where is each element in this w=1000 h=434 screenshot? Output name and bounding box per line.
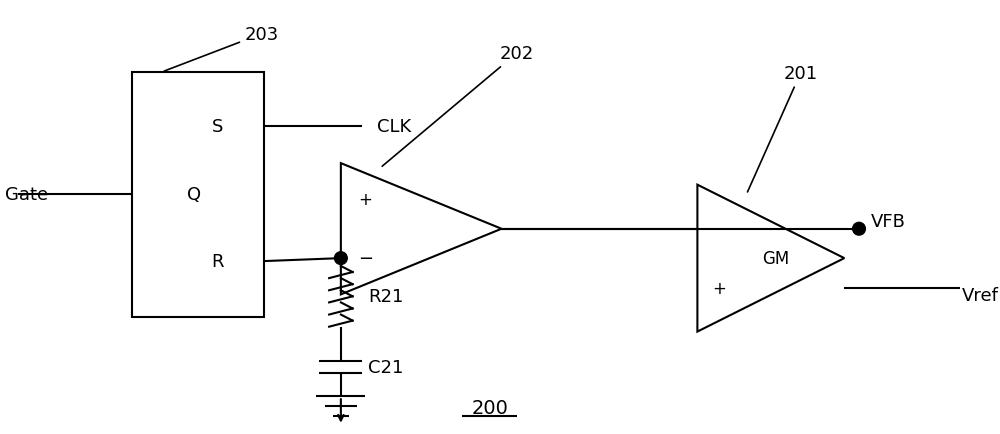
Text: 200: 200 (471, 398, 508, 418)
FancyBboxPatch shape (132, 73, 264, 317)
Text: −: − (358, 250, 373, 267)
Text: −: − (711, 220, 727, 238)
Text: 202: 202 (382, 45, 534, 167)
Text: R: R (211, 253, 224, 270)
Circle shape (853, 223, 865, 236)
Text: C21: C21 (368, 358, 404, 376)
Text: Q: Q (187, 186, 201, 204)
Text: Gate: Gate (5, 186, 48, 204)
Text: R21: R21 (368, 288, 404, 306)
Text: VFB: VFB (871, 212, 906, 230)
Text: +: + (712, 279, 726, 297)
Circle shape (334, 252, 347, 265)
Text: 203: 203 (164, 26, 279, 72)
Text: CLK: CLK (377, 118, 411, 135)
Text: GM: GM (762, 250, 789, 267)
Text: +: + (358, 191, 372, 209)
Text: 201: 201 (748, 65, 818, 193)
Text: Vref: Vref (962, 287, 999, 305)
Text: S: S (212, 118, 223, 135)
